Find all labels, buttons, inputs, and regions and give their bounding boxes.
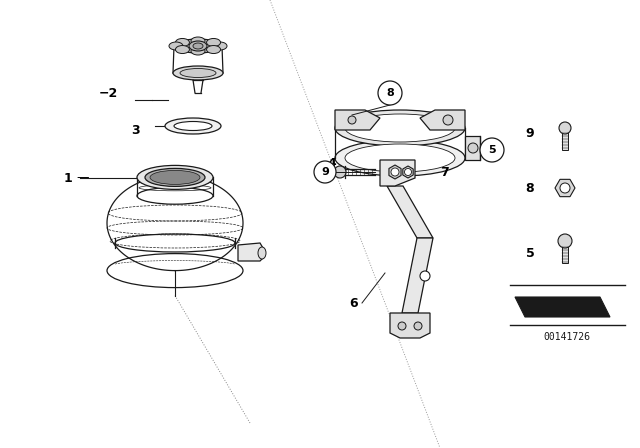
Ellipse shape [207, 46, 221, 53]
Ellipse shape [345, 114, 455, 142]
Circle shape [559, 122, 571, 134]
Bar [562, 243, 568, 263]
Text: −2: −2 [99, 86, 118, 99]
Text: 5: 5 [525, 246, 534, 259]
Polygon shape [380, 160, 415, 186]
Ellipse shape [191, 37, 205, 45]
Circle shape [468, 143, 478, 153]
Ellipse shape [335, 140, 465, 176]
Polygon shape [335, 110, 380, 130]
Ellipse shape [175, 46, 189, 53]
Polygon shape [402, 238, 433, 313]
Ellipse shape [174, 121, 212, 130]
Text: —: — [76, 172, 88, 185]
Text: 3: 3 [131, 124, 140, 137]
Ellipse shape [174, 39, 222, 53]
Ellipse shape [145, 168, 205, 186]
Polygon shape [555, 179, 575, 197]
Ellipse shape [213, 42, 227, 50]
Polygon shape [389, 165, 401, 179]
Polygon shape [390, 313, 430, 338]
Ellipse shape [150, 170, 200, 185]
Ellipse shape [173, 66, 223, 80]
Text: 1: 1 [63, 172, 72, 185]
Text: 8: 8 [386, 88, 394, 98]
Polygon shape [387, 186, 433, 238]
Text: 5: 5 [488, 145, 496, 155]
Text: 7: 7 [440, 165, 449, 178]
Circle shape [558, 234, 572, 248]
Ellipse shape [335, 110, 465, 146]
Polygon shape [420, 110, 465, 130]
Ellipse shape [169, 42, 183, 50]
Circle shape [480, 138, 504, 162]
Polygon shape [465, 136, 480, 160]
Circle shape [414, 322, 422, 330]
Text: 4: 4 [327, 156, 336, 169]
Text: 9: 9 [321, 167, 329, 177]
Polygon shape [238, 243, 263, 261]
Text: 8: 8 [525, 181, 534, 194]
Circle shape [334, 166, 346, 178]
Circle shape [348, 116, 356, 124]
Circle shape [404, 168, 412, 176]
Ellipse shape [137, 165, 213, 190]
Circle shape [391, 168, 399, 176]
Ellipse shape [165, 118, 221, 134]
Bar [562, 130, 568, 150]
Ellipse shape [191, 47, 205, 55]
Ellipse shape [207, 39, 221, 47]
Ellipse shape [345, 144, 455, 172]
Circle shape [420, 271, 430, 281]
Ellipse shape [189, 41, 207, 51]
Circle shape [443, 115, 453, 125]
Polygon shape [515, 297, 610, 317]
Ellipse shape [258, 247, 266, 259]
Ellipse shape [193, 43, 203, 49]
Text: 9: 9 [525, 126, 534, 139]
Circle shape [378, 81, 402, 105]
Circle shape [560, 183, 570, 193]
Polygon shape [403, 166, 413, 178]
Text: 00141726: 00141726 [543, 332, 591, 342]
Circle shape [314, 161, 336, 183]
Ellipse shape [175, 39, 189, 47]
Circle shape [398, 322, 406, 330]
Text: 6: 6 [349, 297, 358, 310]
Ellipse shape [180, 69, 216, 78]
